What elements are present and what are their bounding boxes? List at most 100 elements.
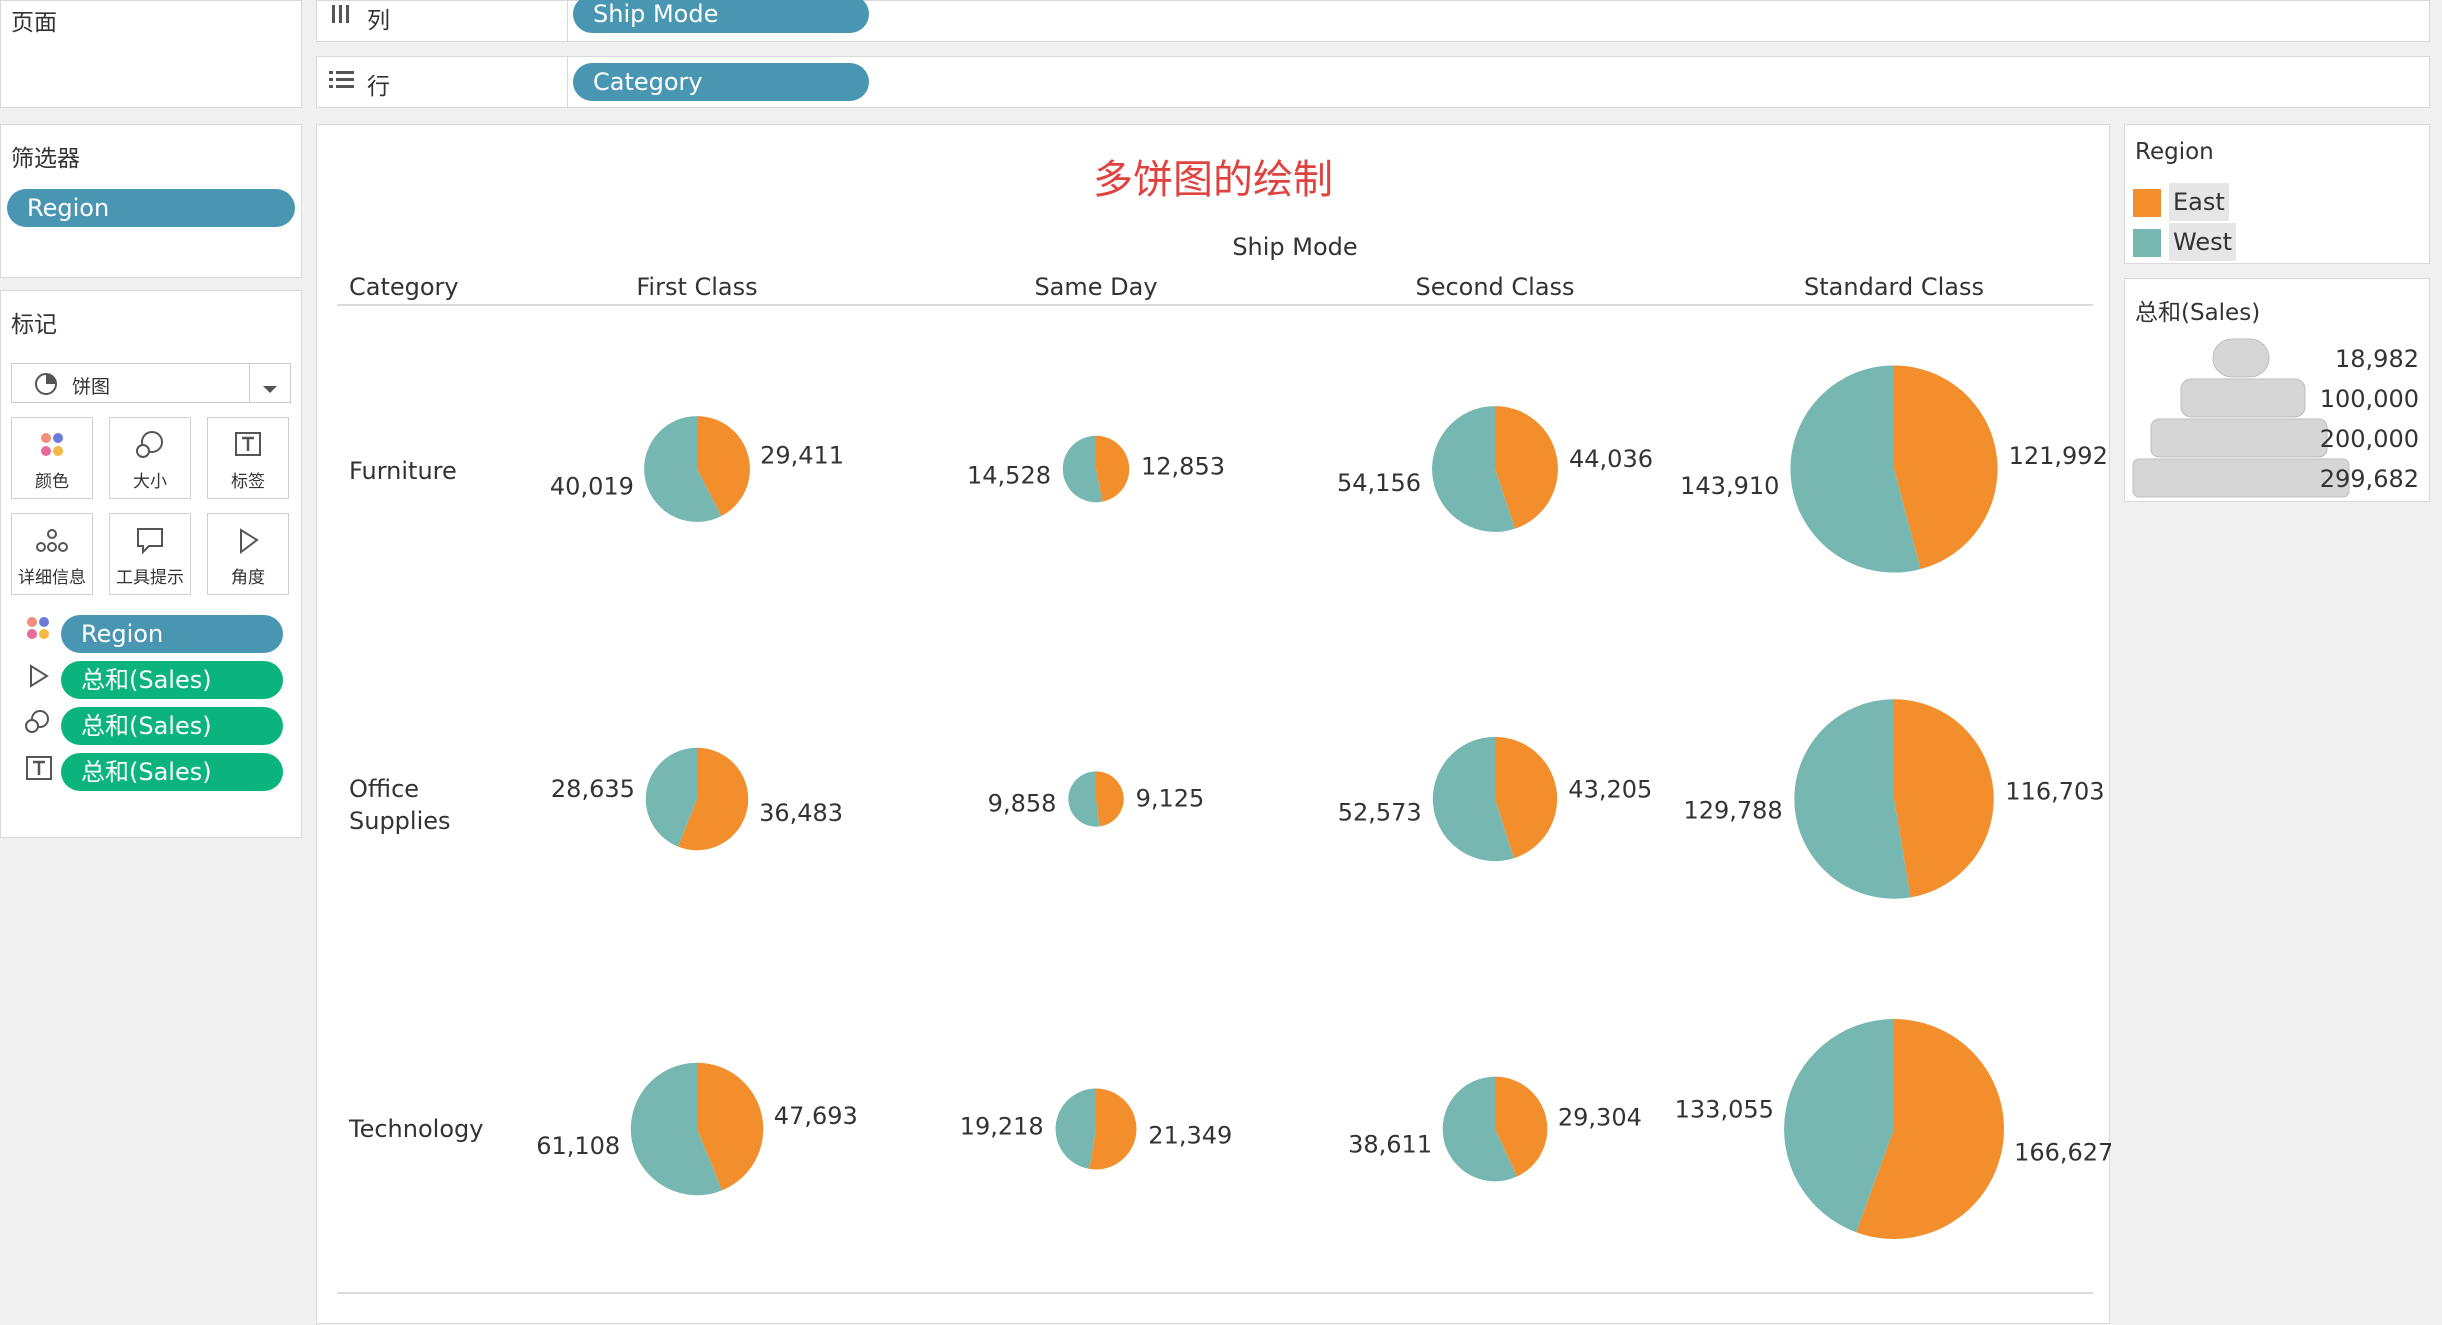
data-label-west-furniture-same-day: 14,528 (967, 461, 1051, 489)
columns-shelf-label: 列 (367, 8, 390, 34)
pie-slice-east-technology-second-class[interactable] (1495, 1076, 1548, 1177)
region-legend: Region East West (2124, 124, 2430, 264)
pie-slice-west-furniture-same-day[interactable] (1062, 435, 1103, 503)
detail-dots-icon (12, 526, 92, 556)
angle-icon (208, 526, 288, 556)
marks-pill-angle-sales[interactable]: 总和(Sales) (61, 661, 283, 699)
filters-title: 筛选器 (11, 146, 80, 172)
marks-pill-region[interactable]: Region (61, 615, 283, 653)
label-button[interactable]: 标签 (207, 417, 289, 499)
mark-type-dropdown[interactable]: 饼图 (11, 363, 291, 403)
size-legend-shape-3 (2150, 418, 2328, 458)
data-label-west-technology-first-class: 61,108 (536, 1132, 620, 1160)
label-button-label: 标签 (231, 472, 265, 492)
color-button-label: 颜色 (35, 472, 69, 492)
data-label-west-office-supplies-second-class: 52,573 (1338, 798, 1422, 826)
pie-slice-west-furniture-standard-class[interactable] (1790, 365, 1921, 573)
pie-slice-west-office-supplies-same-day[interactable] (1068, 771, 1100, 827)
tooltip-bubble-icon (110, 526, 190, 556)
column-header-standard-class: Standard Class (1804, 273, 1984, 301)
rows-pill-category[interactable]: Category (573, 63, 869, 101)
angle-button[interactable]: 角度 (207, 513, 289, 595)
data-label-west-technology-second-class: 38,611 (1348, 1131, 1432, 1159)
marks-pill-label-sales[interactable]: 总和(Sales) (61, 753, 283, 791)
angle-button-label: 角度 (231, 568, 265, 588)
pie-slice-west-office-supplies-first-class[interactable] (645, 747, 697, 847)
pie-slice-east-technology-first-class[interactable] (697, 1062, 764, 1191)
size-circles-icon (110, 430, 190, 460)
pie-slice-east-office-supplies-standard-class[interactable] (1894, 699, 1994, 898)
detail-button[interactable]: 详细信息 (11, 513, 93, 595)
legend-label-west: West (2169, 223, 2237, 261)
size-button-label: 大小 (133, 472, 167, 492)
data-label-east-technology-standard-class: 166,627 (2014, 1138, 2111, 1166)
columns-shelf-icon (331, 3, 351, 25)
data-label-east-office-supplies-first-class: 36,483 (759, 799, 843, 827)
pie-slice-east-office-supplies-first-class[interactable] (678, 747, 749, 851)
pie-slice-east-furniture-second-class[interactable] (1495, 406, 1558, 529)
tooltip-button-label: 工具提示 (116, 568, 184, 588)
view-title: 多饼图的绘制 (1093, 157, 1333, 203)
tooltip-button[interactable]: 工具提示 (109, 513, 191, 595)
marks-title: 标记 (11, 312, 57, 338)
pages-shelf-label: 页面 (11, 10, 57, 36)
data-label-west-office-supplies-same-day: 9,858 (988, 789, 1057, 817)
size-legend-shape-2 (2180, 378, 2306, 418)
pie-slice-east-furniture-same-day[interactable] (1096, 435, 1130, 502)
pie-slice-west-office-supplies-second-class[interactable] (1432, 736, 1514, 862)
data-label-west-furniture-first-class: 40,019 (550, 472, 634, 500)
size-legend-title: 总和(Sales) (2135, 300, 2261, 326)
data-label-east-furniture-same-day: 12,853 (1141, 453, 1225, 481)
rows-shelf[interactable]: 行 Category (316, 56, 2430, 108)
size-legend: 总和(Sales) 18,982 100,000 200,000 299,682 (2124, 278, 2430, 502)
region-legend-title: Region (2135, 139, 2214, 165)
size-legend-label-2: 100,000 (2320, 385, 2419, 413)
size-legend-shape-1 (2212, 338, 2270, 378)
data-label-west-office-supplies-first-class: 28,635 (551, 775, 635, 803)
legend-swatch-west (2133, 229, 2161, 257)
data-label-west-office-supplies-standard-class: 129,788 (1683, 796, 1782, 824)
size-button[interactable]: 大小 (109, 417, 191, 499)
pie-slice-east-technology-same-day[interactable] (1089, 1088, 1137, 1170)
size-legend-label-4: 299,682 (2320, 465, 2419, 493)
pie-slice-west-technology-standard-class[interactable] (1784, 1019, 1894, 1233)
chevron-down-icon (262, 380, 278, 399)
pie-slice-west-technology-same-day[interactable] (1055, 1088, 1096, 1169)
pie-slice-east-office-supplies-second-class[interactable] (1495, 736, 1558, 859)
marks-pill-size-sales[interactable]: 总和(Sales) (61, 707, 283, 745)
size-legend-shape-4 (2132, 458, 2350, 498)
pie-slice-east-furniture-first-class[interactable] (697, 416, 750, 516)
data-label-east-office-supplies-standard-class: 116,703 (2005, 778, 2104, 806)
pie-slice-east-furniture-standard-class[interactable] (1894, 365, 1998, 570)
pie-slice-west-furniture-second-class[interactable] (1432, 406, 1516, 532)
filters-card: 筛选器 Region (0, 124, 302, 278)
columns-shelf[interactable]: 列 Ship Mode (316, 0, 2430, 42)
pie-slice-west-technology-second-class[interactable] (1442, 1076, 1517, 1182)
pie-slice-east-office-supplies-same-day[interactable] (1096, 771, 1124, 827)
size-circles-icon (23, 709, 53, 739)
data-label-west-furniture-standard-class: 143,910 (1680, 472, 1779, 500)
pages-shelf[interactable]: 页面 (0, 0, 302, 108)
column-header-second-class: Second Class (1415, 273, 1574, 301)
data-label-east-office-supplies-second-class: 43,205 (1568, 776, 1652, 804)
marks-card: 标记 饼图 颜色 大小 标签 详细信息 (0, 290, 302, 838)
pie-slice-west-technology-first-class[interactable] (630, 1062, 723, 1196)
data-label-west-technology-same-day: 19,218 (960, 1113, 1044, 1141)
columns-pill-ship-mode[interactable]: Ship Mode (573, 0, 869, 33)
data-label-east-furniture-first-class: 29,411 (760, 442, 844, 470)
data-label-west-furniture-second-class: 54,156 (1337, 469, 1421, 497)
color-button[interactable]: 颜色 (11, 417, 93, 499)
data-label-east-technology-first-class: 47,693 (774, 1102, 858, 1130)
data-label-east-office-supplies-same-day: 9,125 (1136, 785, 1205, 813)
pie-slice-west-furniture-first-class[interactable] (644, 416, 722, 522)
text-label-icon (25, 755, 53, 785)
text-label-icon (208, 430, 288, 460)
column-header-first-class: First Class (636, 273, 757, 301)
angle-icon (27, 663, 51, 693)
filter-pill-region[interactable]: Region (7, 189, 295, 227)
pie-slice-east-technology-standard-class[interactable] (1856, 1019, 2004, 1239)
color-dots-icon (25, 615, 51, 645)
data-label-east-technology-second-class: 29,304 (1558, 1103, 1642, 1131)
pie-mark-icon (34, 372, 58, 400)
pie-slice-west-office-supplies-standard-class[interactable] (1794, 699, 1911, 899)
